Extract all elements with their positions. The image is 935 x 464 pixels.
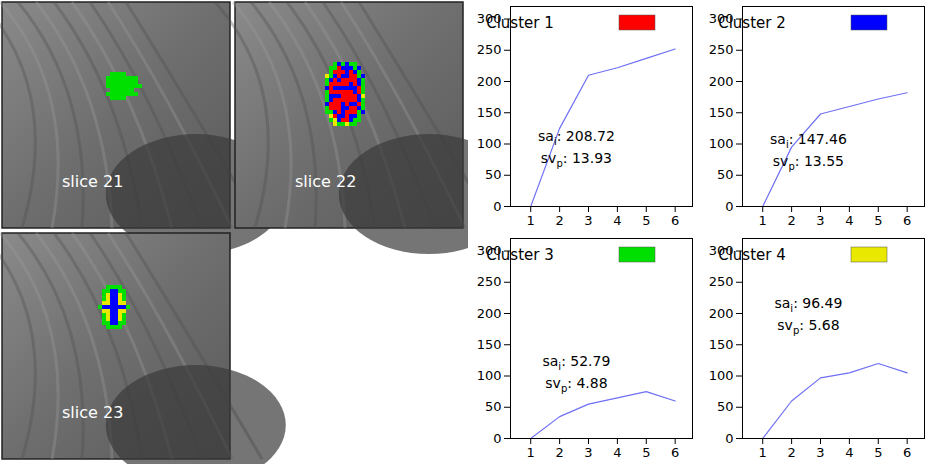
svg-text:2: 2 [555,213,563,228]
svg-text:250: 250 [709,42,734,57]
svg-text:150: 150 [477,337,502,352]
svg-text:100: 100 [709,368,734,383]
svg-text:4: 4 [845,445,853,460]
svg-text:0: 0 [725,199,733,214]
svg-text:4: 4 [613,445,621,460]
svg-text:50: 50 [485,399,502,414]
svg-text:6: 6 [903,213,911,228]
svg-text:250: 250 [709,274,734,289]
svg-text:6: 6 [903,445,911,460]
svg-text:svp: 13.93: svp: 13.93 [541,150,612,169]
svg-text:200: 200 [709,74,734,89]
svg-text:0: 0 [493,199,501,214]
svg-text:sai: 96.49: sai: 96.49 [774,295,842,314]
svg-text:3: 3 [584,445,592,460]
svg-text:slice 21: slice 21 [62,172,123,191]
svg-text:150: 150 [709,105,734,120]
svg-text:svp: 5.68: svp: 5.68 [777,317,839,336]
svg-text:sai: 147.46: sai: 147.46 [770,131,847,150]
svg-text:200: 200 [477,306,502,321]
svg-text:3: 3 [816,213,824,228]
svg-text:250: 250 [477,42,502,57]
svg-text:5: 5 [642,445,650,460]
svg-text:150: 150 [709,337,734,352]
svg-text:svp: 4.88: svp: 4.88 [545,375,607,394]
svg-text:1: 1 [759,445,767,460]
svg-text:Cluster 4: Cluster 4 [718,246,786,264]
svg-text:sai: 208.72: sai: 208.72 [538,128,615,147]
svg-text:250: 250 [477,274,502,289]
svg-text:100: 100 [477,136,502,151]
svg-text:4: 4 [613,213,621,228]
svg-text:50: 50 [485,167,502,182]
svg-text:3: 3 [584,213,592,228]
svg-text:2: 2 [555,445,563,460]
svg-text:6: 6 [671,445,679,460]
svg-text:2: 2 [787,213,795,228]
svg-text:5: 5 [874,445,882,460]
svg-text:150: 150 [477,105,502,120]
svg-text:3: 3 [816,445,824,460]
svg-text:1: 1 [527,445,535,460]
svg-text:sai: 52.79: sai: 52.79 [542,353,610,372]
svg-text:100: 100 [709,136,734,151]
svg-text:5: 5 [874,213,882,228]
svg-text:slice 22: slice 22 [295,172,356,191]
svg-text:6: 6 [671,213,679,228]
svg-text:5: 5 [642,213,650,228]
svg-text:0: 0 [493,431,501,446]
svg-text:50: 50 [717,399,734,414]
svg-text:100: 100 [477,368,502,383]
svg-text:1: 1 [759,213,767,228]
svg-text:svp: 13.55: svp: 13.55 [773,153,844,172]
svg-text:4: 4 [845,213,853,228]
svg-text:50: 50 [717,167,734,182]
svg-text:Cluster 3: Cluster 3 [486,246,554,264]
svg-text:1: 1 [527,213,535,228]
svg-text:Cluster 1: Cluster 1 [486,14,554,32]
svg-text:2: 2 [787,445,795,460]
svg-text:slice 23: slice 23 [62,403,123,422]
svg-text:0: 0 [725,431,733,446]
svg-text:Cluster 2: Cluster 2 [718,14,786,32]
svg-text:200: 200 [709,306,734,321]
svg-text:200: 200 [477,74,502,89]
